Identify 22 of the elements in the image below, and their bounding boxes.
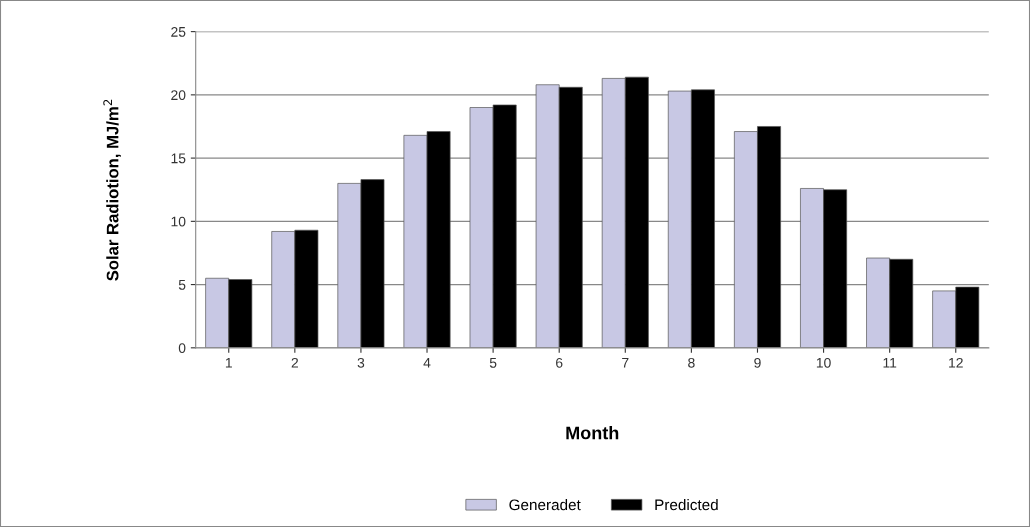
- x-tick-label: 5: [489, 358, 497, 368]
- legend-label: Predicted: [655, 499, 718, 511]
- y-tick-label: 10: [171, 216, 186, 227]
- y-tick-label: 25: [171, 26, 186, 37]
- x-tick-label: 6: [556, 357, 563, 368]
- y-tick-label: 0: [178, 343, 186, 353]
- y-tick-label: 15: [171, 153, 186, 164]
- y-tick-label: 20: [171, 90, 186, 101]
- x-tick-label: 1: [225, 358, 232, 368]
- x-tick-label: 2: [291, 357, 298, 368]
- x-tick-label: 9: [754, 357, 761, 368]
- x-tick-label: 11: [883, 358, 897, 368]
- legend-label: Generadet: [509, 499, 581, 511]
- x-tick-label: 8: [688, 357, 695, 368]
- x-tick-label: 3: [357, 357, 365, 368]
- x-axis-title: Month: [566, 426, 619, 440]
- y-tick-label: 5: [178, 280, 186, 290]
- x-tick-label: 10: [816, 357, 831, 368]
- x-tick-label: 4: [423, 358, 431, 368]
- x-tick-label: 12: [949, 357, 963, 368]
- y-axis-title: Solar Radiotion, MJ/m$^{2}$: [103, 99, 121, 281]
- x-tick-label: 7: [622, 358, 629, 368]
